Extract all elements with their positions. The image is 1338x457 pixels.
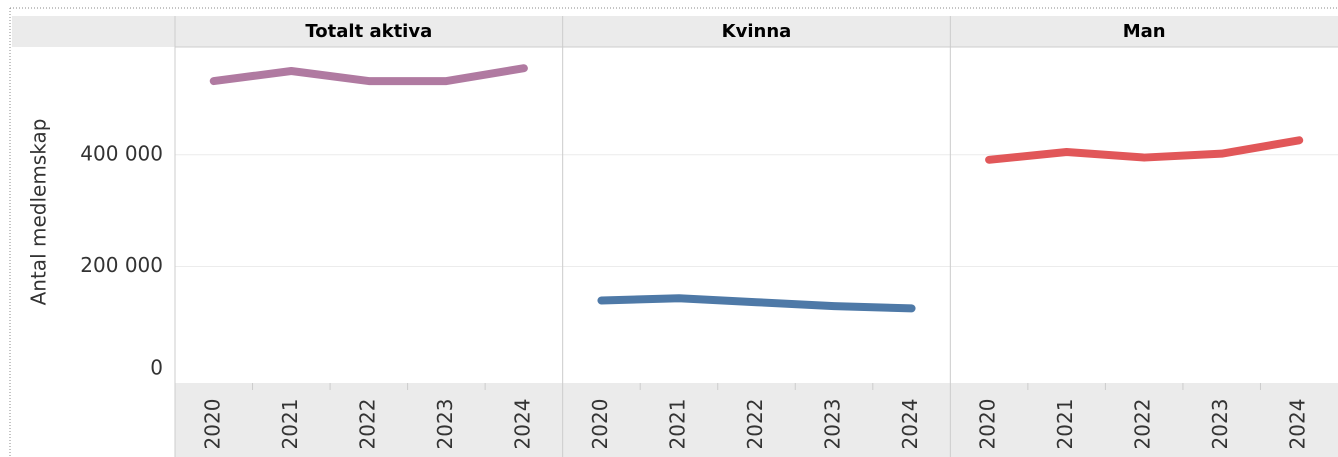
panel-title: Totalt aktiva <box>305 21 432 42</box>
x-tick-label: 2020 <box>200 399 224 450</box>
x-tick-label: 2021 <box>278 399 302 450</box>
x-tick-label: 2024 <box>1286 399 1310 450</box>
x-tick-label: 2020 <box>588 399 612 450</box>
x-tick-label: 2023 <box>1208 399 1232 450</box>
x-tick-label: 2024 <box>898 399 922 450</box>
y-tick-label: 200 000 <box>80 253 163 277</box>
panel-title: Kvinna <box>722 21 792 42</box>
x-tick-label: 2022 <box>355 399 379 450</box>
x-tick-label: 2020 <box>976 399 1000 450</box>
y-tick-label: 400 000 <box>80 141 163 165</box>
x-tick-label: 2021 <box>665 399 689 450</box>
panel-title: Man <box>1123 21 1166 42</box>
line-series <box>597 294 916 313</box>
y-axis-label: Antal medlemskap <box>27 119 51 306</box>
x-tick-label: 2023 <box>821 399 845 450</box>
x-tick-label: 2024 <box>510 399 534 450</box>
y-tick-label: 0 <box>150 356 163 380</box>
x-tick-label: 2022 <box>743 399 767 450</box>
line-series <box>985 136 1304 164</box>
x-axis-band <box>175 383 1338 457</box>
x-tick-label: 2021 <box>1053 399 1077 450</box>
line-series <box>209 64 528 86</box>
header-band <box>12 16 1338 47</box>
x-tick-label: 2022 <box>1131 399 1155 450</box>
x-tick-label: 2023 <box>433 399 457 450</box>
